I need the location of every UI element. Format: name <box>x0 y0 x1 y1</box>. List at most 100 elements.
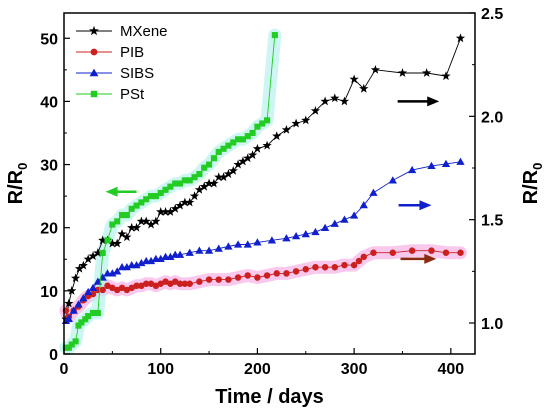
data-point-pib <box>225 276 232 283</box>
x-tick-label: 300 <box>341 361 368 378</box>
data-point-pib <box>312 263 319 271</box>
data-point-sibs <box>108 269 117 277</box>
data-point-pst <box>172 180 179 187</box>
data-point-sibs <box>132 260 141 269</box>
data-point-pib <box>118 284 126 292</box>
data-point-pib <box>355 257 363 265</box>
svg-text:R/R0: R/R0 <box>5 163 30 205</box>
legend-marker-mxene <box>89 25 99 36</box>
data-point-pib <box>128 284 135 292</box>
data-point-pib <box>350 261 358 269</box>
y-right-tick-label: 2.0 <box>481 109 503 126</box>
data-point-mxene <box>310 106 321 115</box>
plot-frame <box>63 12 476 355</box>
y-axis-right-title: R/R0 <box>520 163 545 205</box>
y-left-tick-label: 0 <box>49 347 58 364</box>
data-point-mxene <box>228 166 238 175</box>
legend-item-pst: PSt <box>76 86 145 103</box>
legend-item-sibs: SIBS <box>76 65 154 82</box>
y-right-tick-label: 2.5 <box>481 6 503 23</box>
data-point-pst <box>75 322 82 329</box>
highlight-band-pst <box>59 28 282 355</box>
data-point-pib <box>273 270 280 277</box>
x-tick-label: 0 <box>60 361 69 378</box>
data-point-mxene <box>194 184 205 194</box>
data-point-pst <box>118 212 126 219</box>
data-point-mxene <box>112 238 122 248</box>
data-point-pst <box>89 309 97 317</box>
data-point-pst <box>215 148 222 155</box>
data-point-mxene <box>320 96 330 106</box>
data-point-pst <box>264 117 271 124</box>
data-point-pib <box>142 280 150 287</box>
data-point-pst <box>109 221 116 228</box>
data-point-mxene <box>98 235 108 245</box>
data-point-sibs <box>340 215 349 223</box>
y-left-tick-label: 10 <box>40 284 58 301</box>
data-point-pib <box>167 280 174 287</box>
data-point-pib <box>360 253 368 261</box>
data-point-pib <box>408 247 416 254</box>
data-point-mxene <box>238 156 248 166</box>
x-tick-label: 100 <box>147 361 174 378</box>
y-axis-left-title-main: R/R <box>5 169 27 204</box>
data-point-pst <box>152 193 159 200</box>
mxene-arrow <box>397 96 440 107</box>
data-point-mxene <box>180 197 190 207</box>
data-point-pst <box>239 136 246 143</box>
data-point-sibs <box>330 219 339 227</box>
data-point-pib <box>283 270 290 277</box>
svg-text:R/R0: R/R0 <box>520 163 545 205</box>
data-point-pib <box>292 268 300 275</box>
legend-marker-pst <box>90 90 98 98</box>
data-point-sibs <box>214 244 223 252</box>
data-point-mxene <box>233 159 243 169</box>
data-point-pib <box>331 263 339 271</box>
data-point-mxene <box>204 178 214 188</box>
data-point-mxene <box>243 153 253 163</box>
y-left-tick-label: 40 <box>40 94 58 111</box>
data-point-pib <box>89 290 97 298</box>
data-point-sibs <box>185 248 194 256</box>
data-point-pib <box>442 249 450 256</box>
data-point-pib <box>186 280 193 287</box>
data-point-pst <box>94 309 101 317</box>
data-point-mxene <box>247 150 258 160</box>
data-point-pst <box>225 142 232 149</box>
data-point-pib <box>109 284 116 292</box>
data-point-pst <box>72 338 79 345</box>
data-point-pib <box>234 274 242 281</box>
data-point-pib <box>176 280 184 287</box>
data-point-mxene <box>422 68 432 77</box>
y-left-tick-label: 30 <box>40 158 58 175</box>
data-point-mxene <box>218 172 229 182</box>
data-point-sibs <box>311 227 320 236</box>
data-point-sibs <box>349 211 359 219</box>
data-point-pib <box>254 274 261 281</box>
data-point-pst <box>259 120 266 127</box>
data-point-pib <box>205 276 213 283</box>
x-tick-label: 200 <box>244 361 271 378</box>
data-point-sibs <box>282 234 291 242</box>
y-axis-right-title-main: R/R <box>520 169 542 204</box>
data-point-pst <box>191 174 198 181</box>
y-axis-left-title: R/R0 <box>5 163 30 205</box>
highlight-band-pib <box>59 244 467 324</box>
data-point-mxene <box>170 203 180 213</box>
data-point-pib <box>157 280 164 287</box>
data-point-pib <box>428 247 435 254</box>
data-point-mxene <box>301 115 311 125</box>
y-left-tick-label: 50 <box>40 31 58 48</box>
sibs-arrow <box>398 200 432 211</box>
data-point-pst <box>271 32 278 39</box>
data-point-pst <box>114 218 121 225</box>
data-point-mxene <box>209 178 219 188</box>
data-point-sibs <box>456 157 465 165</box>
legend-label: PIB <box>120 44 144 61</box>
data-point-sibs <box>301 229 310 238</box>
data-point-sibs <box>267 236 277 244</box>
data-point-sibs <box>359 201 368 209</box>
data-point-mxene <box>117 229 127 238</box>
pib-arrow <box>400 253 437 264</box>
data-point-pib <box>133 282 140 290</box>
